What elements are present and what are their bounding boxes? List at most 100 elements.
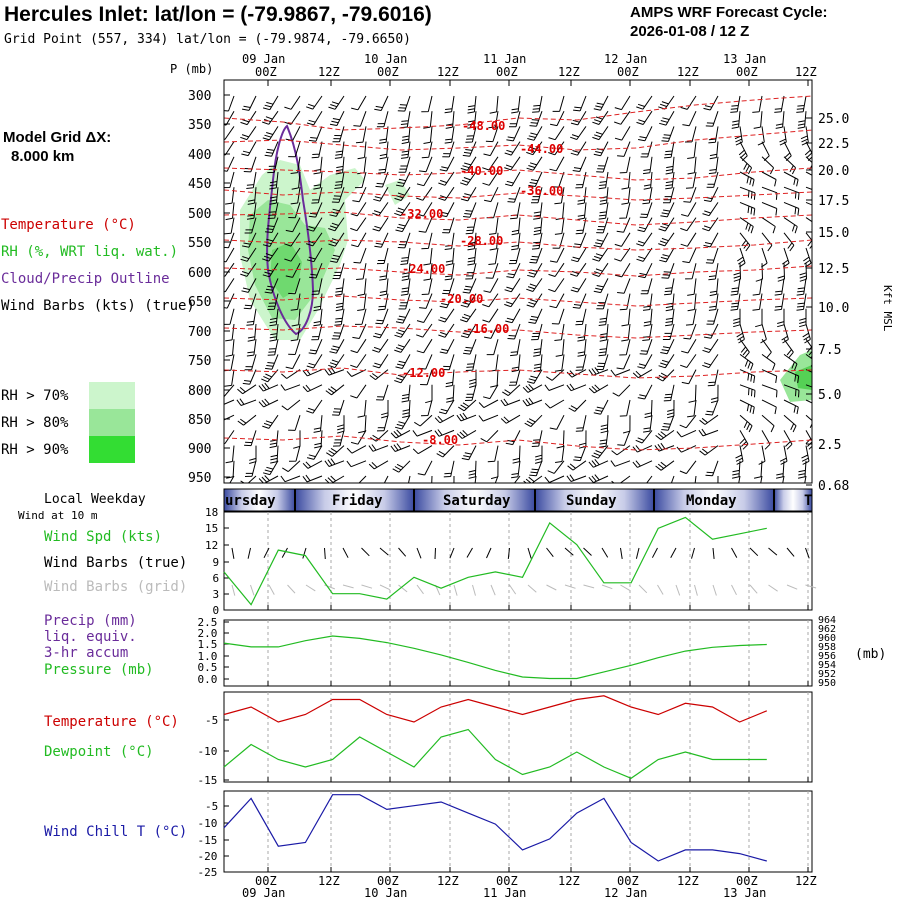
- wind-barb: [708, 263, 719, 281]
- wind-barb: [416, 323, 433, 338]
- wind-barb: [556, 430, 565, 449]
- wind-barb: [396, 171, 411, 187]
- wind-barb-grid: [749, 584, 758, 594]
- wind-barb-true: [731, 547, 738, 558]
- wind-barb: [739, 217, 754, 234]
- wind-barb: [423, 263, 433, 281]
- height-tick-label: 22.5: [818, 137, 849, 152]
- wind-barb: [394, 323, 411, 338]
- wind-barb: [267, 156, 279, 174]
- wind-barb: [285, 354, 301, 370]
- wind-barb-grid: [398, 584, 408, 593]
- wind-barb: [739, 171, 755, 187]
- wind-barb: [439, 156, 455, 172]
- precip-accum-label: 3-hr accum: [44, 645, 129, 661]
- wind-barb-true: [263, 547, 270, 559]
- wind-barb: [394, 202, 411, 217]
- wind-barb: [284, 232, 301, 247]
- wind-barb: [554, 323, 565, 341]
- wind-barb: [598, 202, 609, 220]
- wind-barb: [462, 278, 477, 294]
- wind-barb: [353, 111, 367, 127]
- wind-barb: [527, 126, 543, 141]
- wind-barb: [782, 475, 785, 483]
- wind-barb: [421, 278, 433, 295]
- wind-barb: [703, 232, 719, 248]
- wind-barb: [244, 217, 257, 234]
- wind-barb: [306, 445, 323, 460]
- date-tick-label: 09 Jan: [242, 52, 285, 66]
- wind-barb: [783, 414, 797, 433]
- wind-barb: [390, 429, 411, 439]
- wind-barb: [350, 202, 367, 217]
- wind-barb: [288, 202, 301, 219]
- pressure-right-tick-label: 960: [818, 633, 836, 644]
- wind-barb: [261, 369, 279, 383]
- wind-barb-grid: [527, 584, 537, 593]
- chill-y-tick-label: -5: [205, 800, 218, 813]
- wind-barb: [306, 399, 323, 414]
- temperature-contour-label: -12.00: [402, 366, 445, 380]
- wind-barb: [372, 338, 389, 353]
- time-tick-label: 00Z: [736, 65, 758, 79]
- wind-barb: [332, 399, 345, 416]
- wind-barb: [460, 186, 477, 202]
- wind-barb: [306, 354, 323, 369]
- wind-barb: [506, 126, 521, 142]
- wind-barb: [224, 126, 235, 140]
- wind-barb-true: [507, 547, 510, 559]
- wind-barb: [243, 156, 257, 173]
- wind-barb: [680, 354, 697, 368]
- wind-barb: [456, 429, 477, 439]
- wind-barb: [241, 278, 257, 293]
- bottom-time-tick-label: 00Z: [736, 874, 758, 888]
- wind-barb: [394, 186, 411, 201]
- wind-barb: [616, 354, 631, 370]
- wind-barb: [614, 262, 631, 278]
- wind-barb: [442, 217, 455, 234]
- wind-barb: [779, 126, 787, 146]
- temperature-contour-line: [224, 211, 812, 226]
- wind-barb: [655, 429, 675, 441]
- weekday-label: ursday: [225, 493, 276, 509]
- temperature-contour-line: [224, 265, 812, 277]
- wind-barb: [416, 338, 433, 354]
- rh-legend-70: RH > 70%: [1, 388, 69, 404]
- wind-barb-grid: [472, 584, 476, 596]
- wind-barb: [280, 384, 301, 391]
- wind-barb: [291, 308, 301, 327]
- forecast-cycle-date: 2026-01-08 / 12 Z: [630, 23, 750, 40]
- wind-barb: [439, 293, 455, 309]
- wind-barb: [439, 202, 455, 218]
- wind-barb: [573, 232, 587, 249]
- wind-barb: [507, 323, 521, 340]
- wind-barb: [372, 202, 389, 216]
- legend-cloud-outline: Cloud/Precip Outline: [1, 271, 170, 287]
- wind-barb: [592, 262, 609, 277]
- wind-barb: [687, 141, 697, 159]
- wind-barb: [596, 217, 609, 234]
- wind-barb: [332, 430, 345, 447]
- wind-barb: [600, 415, 609, 434]
- wind-barb: [664, 141, 675, 159]
- wind-barb: [676, 429, 697, 438]
- wind-barb: [267, 293, 279, 310]
- legend-temperature: Temperature (°C): [1, 217, 136, 233]
- wind-barb: [679, 460, 697, 475]
- wind-height-note: Wind at 10 m: [18, 509, 98, 522]
- wind-barb: [549, 414, 565, 430]
- height-tick-label: 10.0: [818, 301, 849, 316]
- precip-y-tick-label: 2.5: [198, 616, 218, 629]
- wind-barb-grid: [583, 584, 595, 589]
- wind-barb: [551, 308, 565, 325]
- wind-barb: [661, 126, 675, 142]
- wind-barb: [357, 399, 367, 418]
- wind-barb: [761, 201, 778, 216]
- bottom-time-tick-label: 12Z: [795, 874, 817, 888]
- wind-barb: [655, 460, 675, 471]
- precip-panel-frame: [223, 619, 813, 687]
- wind-barb: [526, 293, 543, 308]
- wind-barb: [708, 126, 719, 144]
- wind-barb: [687, 278, 697, 296]
- wind-barb: [533, 202, 543, 220]
